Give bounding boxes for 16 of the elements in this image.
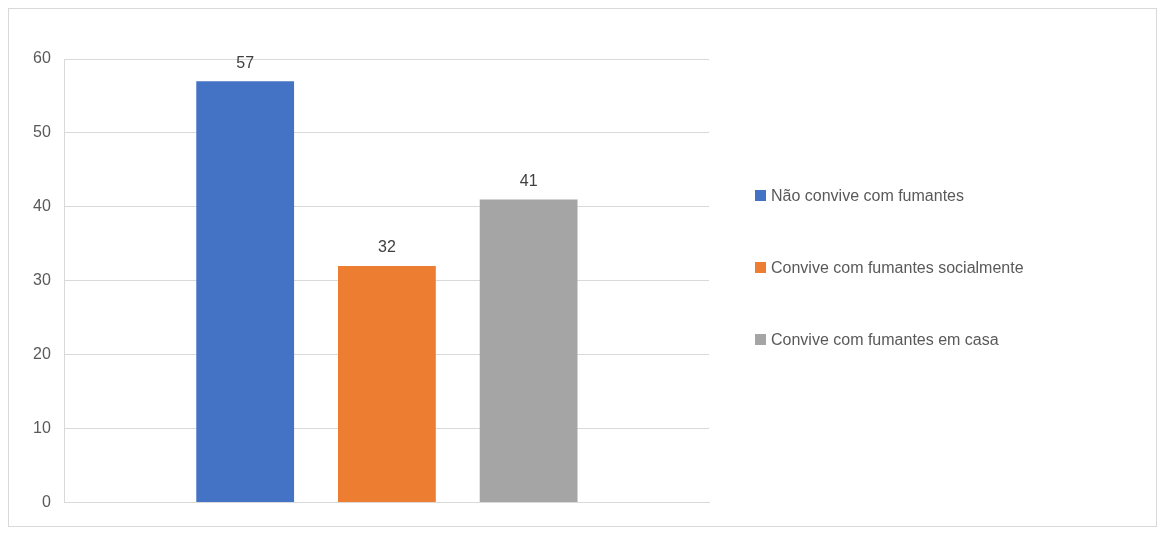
y-tick-label: 10 [33, 418, 51, 436]
legend-label: Não convive com fumantes [771, 186, 964, 205]
data-label: 41 [519, 171, 538, 189]
bar [196, 81, 295, 502]
bar [338, 265, 436, 502]
y-tick-label: 60 [33, 49, 51, 67]
bar [479, 199, 578, 502]
y-tick-label: 50 [33, 123, 51, 141]
y-tick-label: 30 [33, 271, 51, 289]
legend-label: Convive com fumantes socialmente [771, 258, 1024, 277]
legend-label: Convive com fumantes em casa [771, 330, 999, 349]
y-tick-label: 40 [33, 197, 51, 215]
data-label: 32 [378, 238, 396, 256]
data-label: 57 [236, 53, 255, 71]
y-tick-label: 0 [41, 492, 51, 510]
y-tick-label: 20 [33, 345, 51, 363]
